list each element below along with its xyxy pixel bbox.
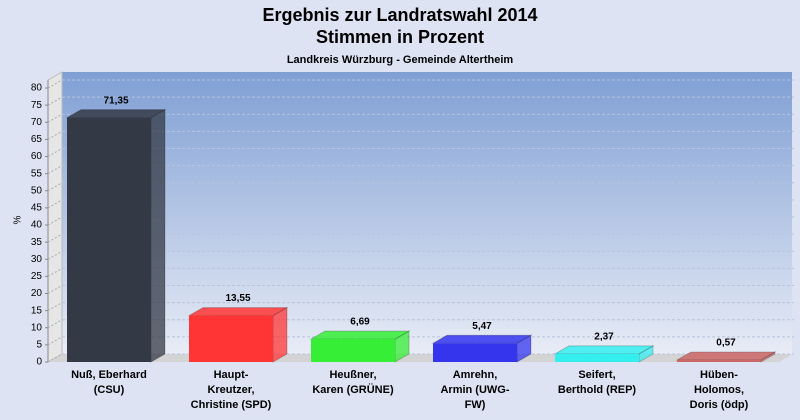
bar — [677, 360, 761, 362]
bar-top — [309, 330, 411, 340]
grid-line — [47, 79, 63, 89]
y-tick-label: 35 — [31, 237, 43, 248]
value-label: 6,69 — [350, 317, 370, 328]
value-label: 5,47 — [472, 321, 492, 332]
bar-top — [553, 345, 655, 355]
back-wall — [62, 72, 792, 354]
grid-line — [47, 199, 63, 209]
grid-line — [47, 353, 63, 363]
y-tick-label: 15 — [31, 305, 43, 316]
value-label: 2,37 — [594, 332, 614, 343]
value-label: 71,35 — [103, 95, 128, 106]
y-tick-label: 60 — [31, 151, 43, 162]
grid-line — [47, 336, 63, 346]
grid-line — [47, 216, 63, 226]
y-tick-label: 0 — [36, 357, 42, 368]
x-tick-label: Nuß, Eberhard (CSU) — [71, 369, 147, 396]
bar-side — [150, 108, 166, 363]
y-tick-label: 20 — [31, 288, 43, 299]
bar — [67, 117, 151, 362]
x-tick-label: Heußner, Karen (GRÜNE) — [312, 369, 394, 396]
grid-line — [47, 233, 63, 243]
y-tick-label: 5 — [36, 340, 42, 351]
chart-subtitle: Landkreis Würzburg - Gemeinde Altertheim — [286, 54, 514, 66]
bar — [311, 339, 395, 362]
bar — [555, 353, 639, 362]
bar-top — [675, 351, 777, 361]
y-tick-label: 10 — [31, 322, 43, 333]
grid-line — [47, 250, 63, 260]
y-tick-label: 25 — [31, 271, 43, 282]
bar-top — [431, 334, 533, 344]
grid-line — [47, 113, 63, 123]
value-label: 0,57 — [716, 338, 736, 349]
x-tick-label: Seifert, Berthold (REP) — [557, 369, 637, 396]
y-axis-label: % — [13, 215, 24, 224]
bar — [433, 343, 517, 362]
grid-line — [47, 96, 63, 106]
grid-line — [47, 285, 63, 294]
x-tick-label: Amrehn, Armin (UWG- FW) — [440, 369, 510, 411]
y-tick-label: 80 — [31, 83, 43, 94]
bar-side — [272, 306, 288, 363]
y-tick-label: 30 — [31, 254, 43, 265]
bar — [189, 315, 273, 362]
y-tick-label: 50 — [31, 185, 43, 196]
y-tick-label: 65 — [31, 134, 43, 145]
y-tick-label: 55 — [31, 168, 43, 179]
chart-title: Ergebnis zur Landratswahl 2014 Stimmen i… — [262, 5, 538, 47]
y-tick-label: 75 — [31, 100, 43, 111]
grid-line — [47, 182, 63, 192]
x-tick-label: Hüben- Holomos, Doris (ödp) — [689, 369, 749, 411]
x-tick-label: Haupt- Kreutzer, Christine (SPD) — [190, 369, 272, 411]
grid-line — [47, 319, 63, 329]
grid-line — [47, 302, 63, 312]
grid-line — [47, 165, 63, 175]
grid-line — [47, 130, 63, 140]
y-tick-label: 40 — [31, 220, 43, 231]
grid-line — [47, 267, 63, 277]
bar-top — [187, 307, 289, 317]
y-tick-label: 45 — [31, 203, 43, 214]
bar-top — [65, 109, 167, 119]
value-label: 13,55 — [225, 293, 250, 304]
grid-line — [47, 148, 63, 157]
y-tick-label: 70 — [31, 117, 43, 128]
